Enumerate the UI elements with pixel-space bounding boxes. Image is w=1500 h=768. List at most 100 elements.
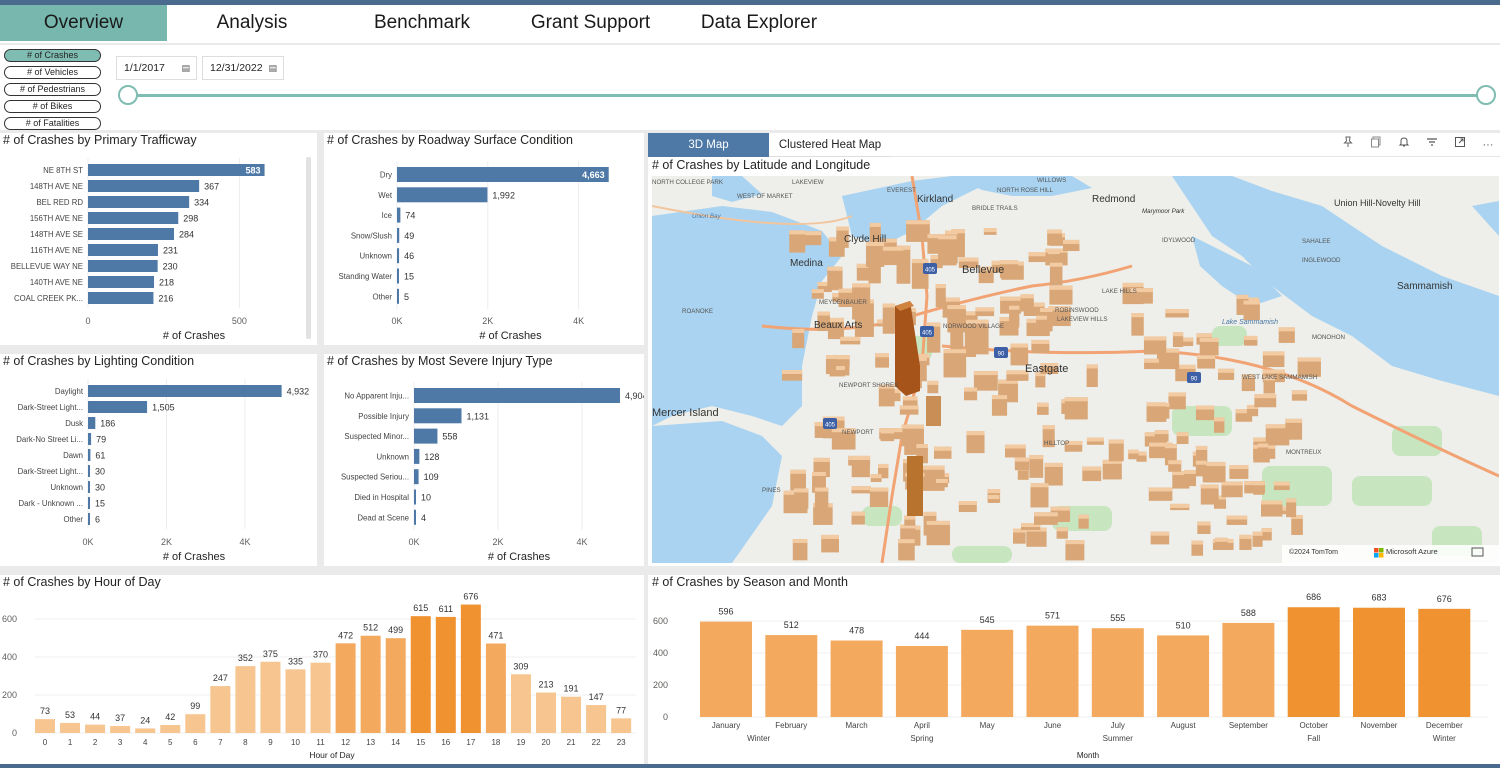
map-label-provider: Microsoft Azure xyxy=(1386,547,1438,556)
scrollbar[interactable] xyxy=(306,157,311,339)
crash-cluster-bar xyxy=(1006,370,1029,381)
metric-button-vehicles[interactable]: # of Vehicles xyxy=(4,66,101,79)
injury-chart: 0K 2K 4K # of Crashes No Apparent Inju... 4,9… xyxy=(341,382,644,563)
category-label: Dark - Unknown ... xyxy=(18,499,83,508)
tab-data-explorer[interactable]: Data Explorer xyxy=(700,12,818,33)
tab-divider xyxy=(891,156,1500,157)
map-label-roanoke: ROANOKE xyxy=(682,308,713,315)
crash-map[interactable]: NORTH COLLEGE PARK LAKEVIEW WILLOWS NORTH R… xyxy=(652,176,1499,563)
crash-cluster-bar xyxy=(1184,469,1197,487)
crash-cluster-bar xyxy=(904,515,916,526)
metric-button-crashes[interactable]: # of Crashes xyxy=(4,49,101,62)
crash-cluster-top xyxy=(817,282,832,287)
chart-title: # of Crashes by Most Severe Injury Type xyxy=(327,354,553,368)
date-range-end-handle[interactable] xyxy=(1476,85,1496,105)
road xyxy=(652,205,853,225)
bar xyxy=(35,719,55,733)
data-label: 471 xyxy=(488,631,503,641)
metric-button-fatalities[interactable]: # of Fatalities xyxy=(4,117,101,130)
crash-cluster-top xyxy=(878,384,895,389)
category-label: Dusk xyxy=(65,419,83,428)
chart-title: # of Crashes by Primary Trafficway xyxy=(3,133,197,147)
data-label: 79 xyxy=(96,435,106,445)
tab-3d-map[interactable]: 3D Map xyxy=(648,133,769,157)
crash-cluster-bar xyxy=(869,222,881,245)
category-label: Ice xyxy=(382,211,392,220)
crash-cluster-top xyxy=(1078,514,1089,519)
tab-clustered-heat-map[interactable]: Clustered Heat Map xyxy=(769,133,891,157)
bar xyxy=(414,509,416,525)
crash-cluster-top xyxy=(782,370,803,375)
bar xyxy=(88,276,155,288)
bar xyxy=(110,725,131,733)
crash-cluster-bar xyxy=(1037,402,1049,415)
crash-cluster-top xyxy=(1213,495,1227,500)
bar xyxy=(85,724,106,733)
crash-cluster-top xyxy=(1243,335,1258,340)
data-label: 46 xyxy=(404,251,414,261)
data-label: 510 xyxy=(1176,620,1191,630)
crash-cluster-top xyxy=(814,422,830,427)
crash-cluster-top xyxy=(1102,459,1122,464)
calendar-icon[interactable]: ▤ xyxy=(181,63,190,73)
date-range-slider-track[interactable] xyxy=(128,94,1486,97)
x-tick-label: 13 xyxy=(366,738,375,747)
crash-cluster-top xyxy=(1197,354,1216,359)
tab-analysis[interactable]: Analysis xyxy=(216,12,288,33)
more-icon[interactable]: ··· xyxy=(1482,139,1494,151)
crash-cluster-bar xyxy=(1064,397,1088,420)
crash-cluster-top xyxy=(1164,444,1177,449)
map-label-west-lake-sammamish: WEST LAKE SAMMAMISH xyxy=(1242,374,1317,381)
start-date-input[interactable]: 1/1/2017 ▤ xyxy=(116,56,197,80)
crash-cluster-bar xyxy=(1200,484,1219,505)
focus-icon[interactable] xyxy=(1449,135,1471,155)
crash-cluster-top xyxy=(899,405,919,410)
crash-cluster-bar xyxy=(1144,358,1159,370)
crash-cluster-top xyxy=(983,228,997,233)
bar xyxy=(397,248,400,264)
data-label: 558 xyxy=(442,432,457,442)
crash-cluster-bar xyxy=(964,319,989,355)
crash-cluster-bar xyxy=(1028,252,1046,263)
crash-cluster-top xyxy=(811,289,824,294)
data-label: 30 xyxy=(95,467,105,477)
filter-icon[interactable] xyxy=(1421,135,1443,155)
data-label: 30 xyxy=(95,483,105,493)
crash-cluster-top xyxy=(1156,348,1180,353)
x-tick-label: 7 xyxy=(218,738,223,747)
x-tick-label: 4K xyxy=(573,316,584,326)
crash-cluster-top xyxy=(852,283,871,288)
metric-button-bikes[interactable]: # of Bikes xyxy=(4,100,101,113)
bar xyxy=(88,260,158,272)
data-label: 4,904 xyxy=(625,391,644,401)
tab-benchmark[interactable]: Benchmark xyxy=(373,12,471,33)
crash-cluster-top xyxy=(923,511,937,516)
data-label: 611 xyxy=(439,604,453,614)
crash-cluster-bar xyxy=(958,501,977,513)
tallest-crash-bar xyxy=(895,301,920,396)
pin-icon[interactable] xyxy=(1337,135,1359,155)
metric-button-pedestrians[interactable]: # of Pedestrians xyxy=(4,83,101,96)
crash-cluster-top xyxy=(1082,466,1102,471)
calendar-icon[interactable]: ▤ xyxy=(268,63,277,73)
bell-icon[interactable] xyxy=(1393,135,1415,155)
tab-grant-support[interactable]: Grant Support xyxy=(530,12,651,33)
crash-cluster-bar xyxy=(1062,239,1080,252)
tab-overview[interactable]: Overview xyxy=(0,5,167,41)
bar xyxy=(1353,607,1405,717)
map-label-kirkland: Kirkland xyxy=(917,194,953,205)
crash-cluster-bar xyxy=(975,307,995,317)
crash-cluster-top xyxy=(1179,337,1194,342)
copy-icon[interactable] xyxy=(1365,135,1387,155)
data-label: 676 xyxy=(1437,594,1452,604)
crash-cluster-top xyxy=(1221,481,1243,486)
crash-cluster-bar xyxy=(1252,531,1263,547)
crash-cluster-bar xyxy=(1243,335,1258,346)
bar xyxy=(1287,607,1340,717)
crash-cluster-top xyxy=(1175,364,1196,369)
data-label: 74 xyxy=(405,211,415,221)
category-label: Daylight xyxy=(55,387,84,396)
end-date-input[interactable]: 12/31/2022 ▤ xyxy=(202,56,284,80)
bar xyxy=(414,428,438,444)
date-range-start-handle[interactable] xyxy=(118,85,138,105)
